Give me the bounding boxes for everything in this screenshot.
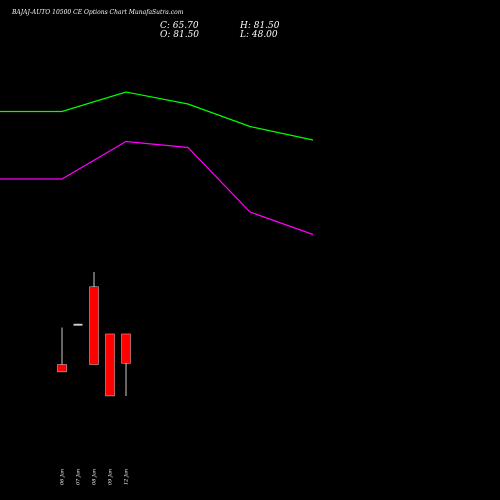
date-label: 08 Jan <box>92 469 98 485</box>
candle-body <box>121 333 131 364</box>
candle-09-jan <box>105 333 115 397</box>
open-value: O: 81.50 <box>160 30 199 40</box>
high-value: H: 81.50 <box>239 21 280 31</box>
candle-body <box>89 286 99 365</box>
green-line <box>0 91 314 141</box>
date-label: 07 Jan <box>76 469 82 485</box>
candle-06-jan <box>57 327 67 373</box>
date-labels: 06 Jan 07 Jan 08 Jan 09 Jan 12 Jan <box>60 469 130 485</box>
candlesticks <box>57 272 131 397</box>
magenta-line <box>0 140 314 236</box>
date-label: 09 Jan <box>108 469 114 485</box>
moving-average-lines <box>0 91 314 236</box>
close-value: C: 65.70 <box>160 21 199 31</box>
date-label: 12 Jan <box>124 469 130 485</box>
low-value: L: 48.00 <box>239 30 278 40</box>
chart-title: BAJAJ-AUTO 10500 CE Options Chart Munafa… <box>11 9 184 16</box>
candle-07-jan <box>73 323 83 326</box>
candle-body <box>105 333 115 397</box>
candle-body <box>73 323 83 326</box>
candle-body <box>57 364 67 373</box>
candle-12-jan <box>121 333 131 396</box>
candle-08-jan <box>89 272 99 365</box>
date-label: 06 Jan <box>60 469 66 485</box>
